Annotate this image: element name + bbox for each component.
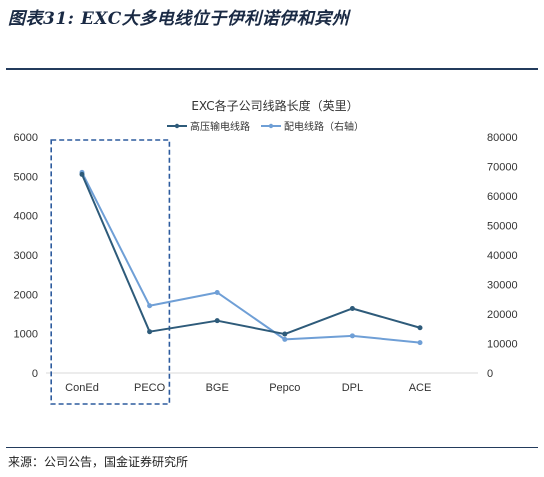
left-tick-label: 3000 (14, 250, 38, 262)
figure-caption: 图表31: EXC大多电线位于伊利诺伊和宾州 (8, 9, 350, 29)
category-label: ConEd (65, 382, 99, 394)
series-line (81, 173, 421, 336)
data-point (417, 325, 423, 331)
data-point (349, 333, 355, 339)
category-label: Pepco (269, 382, 300, 394)
chart-title: EXC各子公司线路长度（英里） (191, 98, 358, 113)
highlight-box (50, 139, 171, 405)
legend: 高压输电线路 配电线路（右轴） (167, 120, 364, 133)
data-point (147, 329, 153, 335)
right-tick-label: 0 (487, 368, 493, 380)
data-point (214, 289, 220, 295)
data-point (417, 340, 423, 346)
data-point (282, 331, 288, 337)
series-layer (79, 169, 423, 346)
legend-label-distribution: 配电线路（右轴） (284, 120, 364, 133)
category-label: ACE (409, 382, 432, 394)
legend-marker-transmission (174, 123, 180, 129)
left-tick-label: 5000 (14, 171, 38, 183)
left-axis: 0 1000 2000 3000 4000 5000 6000 (14, 132, 38, 380)
right-tick-label: 50000 (487, 221, 518, 233)
x-axis-labels: ConEd PECO BGE Pepco DPL ACE (65, 382, 431, 394)
caption-divider (6, 68, 538, 70)
right-axis: 0 10000 20000 30000 40000 50000 60000 70000 8000… (487, 132, 518, 380)
category-label: PECO (134, 382, 166, 394)
data-point (214, 318, 220, 324)
right-tick-label: 70000 (487, 162, 518, 174)
legend-marker-distribution (268, 123, 274, 129)
data-point (349, 305, 355, 311)
right-tick-label: 60000 (487, 191, 518, 203)
category-label: DPL (342, 382, 363, 394)
data-point (282, 336, 288, 342)
right-tick-label: 20000 (487, 309, 518, 321)
data-point (79, 171, 85, 177)
left-tick-label: 1000 (14, 329, 38, 341)
source-note: 来源：公司公告，国金证券研究所 (8, 455, 189, 469)
data-point (147, 303, 153, 309)
category-label: BGE (206, 382, 229, 394)
series-line (81, 171, 421, 344)
right-tick-label: 80000 (487, 132, 518, 144)
right-tick-label: 10000 (487, 339, 518, 351)
left-tick-label: 4000 (14, 211, 38, 223)
right-tick-label: 30000 (487, 280, 518, 292)
left-tick-label: 2000 (14, 289, 38, 301)
left-tick-label: 0 (32, 368, 38, 380)
left-tick-label: 6000 (14, 132, 38, 144)
right-tick-label: 40000 (487, 250, 518, 262)
legend-label-transmission: 高压输电线路 (190, 120, 250, 133)
source-divider (6, 447, 538, 448)
